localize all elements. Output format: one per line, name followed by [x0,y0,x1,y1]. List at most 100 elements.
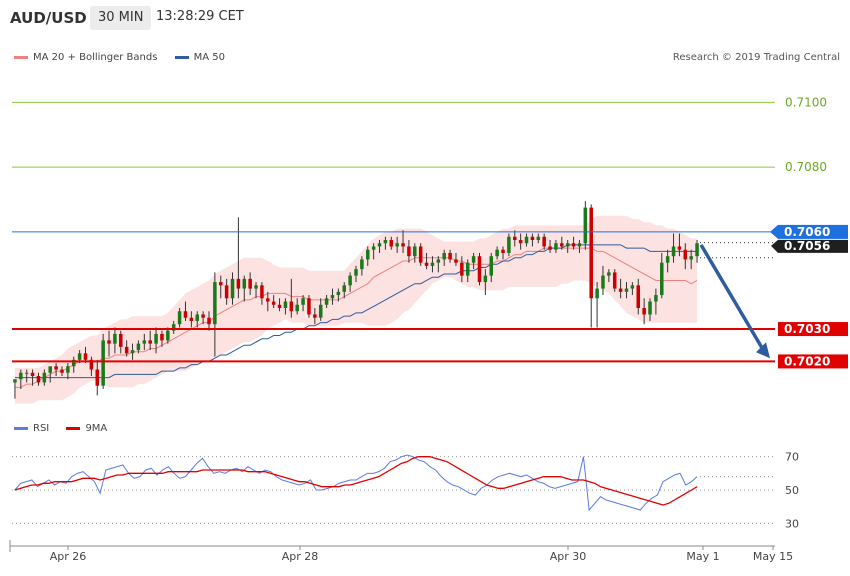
x-tick-label: Apr 26 [50,550,87,563]
candle-body [495,249,499,257]
current-price-label: 0.7056 [784,239,830,253]
candle-body [554,243,558,250]
level-label-box [778,224,848,239]
candle-body [318,304,323,318]
candle-body [324,298,329,305]
candle-body [583,207,588,244]
candle-body [395,243,399,247]
candle-body [465,262,470,276]
candle-body [642,308,646,315]
candle-body [177,311,182,325]
candle-body [524,236,529,244]
candle-body [612,272,617,289]
rsi-ma-swatch [66,426,81,430]
candle-body [565,243,570,247]
level-label-pointer [770,224,778,239]
candle-body [407,246,411,257]
candle-body [313,314,317,318]
candle-body [471,256,476,263]
rsi-tick-label: 50 [785,484,799,497]
candle-body [307,298,311,315]
candle-body [365,249,370,260]
candle-body [107,340,111,344]
candle-body [536,236,541,240]
candle-body [277,304,282,308]
candle-body [377,243,382,247]
rsi-tick-label: 30 [785,517,799,530]
forecast-arrow [699,243,766,353]
candle-body [695,243,699,257]
ma50-swatch [174,55,189,59]
candle-body [371,246,376,250]
candle-body [266,298,270,302]
candle-body [66,366,70,373]
bollinger-band [14,215,698,404]
candle-body [218,282,223,286]
candle-body [236,278,241,289]
candle-body [295,304,299,312]
level-label-box [778,354,848,369]
candle-body [660,262,664,296]
candle-body [648,301,652,315]
candle-body [24,372,29,374]
candle-body [124,346,129,354]
x-tick-label: May 1 [686,550,719,563]
candle-body [518,240,523,244]
candle-body [560,243,564,247]
candle-body [142,340,147,344]
candle-body [571,243,576,247]
price-tick-label: 0.7100 [785,95,827,109]
ma50-line [14,244,698,379]
candle-body [618,288,623,292]
x-tick-label: Apr 28 [282,550,319,563]
candle-body [577,243,582,247]
candle-body [254,285,258,289]
candle-body [160,333,164,341]
candle-body [207,317,211,325]
candle-body [413,246,417,257]
copyright-text: Research © 2019 Trading Central [672,52,840,63]
candle-body [136,343,141,351]
candle-body [401,243,405,247]
rsi-legend-label: RSI [33,423,50,434]
candle-body [13,379,17,383]
candle-body [113,333,117,344]
candle-body [154,333,158,344]
rsi-legend: RSI 9MA [14,423,107,434]
candle-body [507,236,511,253]
candle-body [195,314,199,321]
candle-body [442,252,446,260]
candle-body [548,246,552,250]
candle-body [671,246,676,257]
candle-body [513,236,517,240]
forecast-arrowhead [756,342,770,359]
candle-body [119,333,123,347]
candle-body [601,275,605,289]
candle-body [607,272,611,276]
candle-body [360,259,364,270]
candle-body [171,324,176,331]
candle-body [95,369,100,386]
price-tick-label: 0.7080 [785,160,827,174]
candle-body [336,291,341,296]
interval-button[interactable]: 30 MIN [90,6,152,30]
candle-body [166,330,170,341]
level-label: 0.7030 [784,322,830,336]
candle-body [530,236,535,240]
candle-body [418,246,423,263]
symbol-title: AUD/USD [10,9,87,27]
candle-body [230,278,235,299]
candle-body [148,340,152,344]
candle-body [389,240,394,247]
x-tick-label: May 15 [753,550,793,563]
candle-body [330,295,335,299]
candle-body [283,301,288,308]
candle-body [77,353,82,360]
candle-body [354,269,358,276]
candle-body [71,359,76,367]
candle-body [213,282,217,325]
candle-body [454,259,458,263]
candle-body [19,372,23,380]
candle-body [224,285,229,299]
